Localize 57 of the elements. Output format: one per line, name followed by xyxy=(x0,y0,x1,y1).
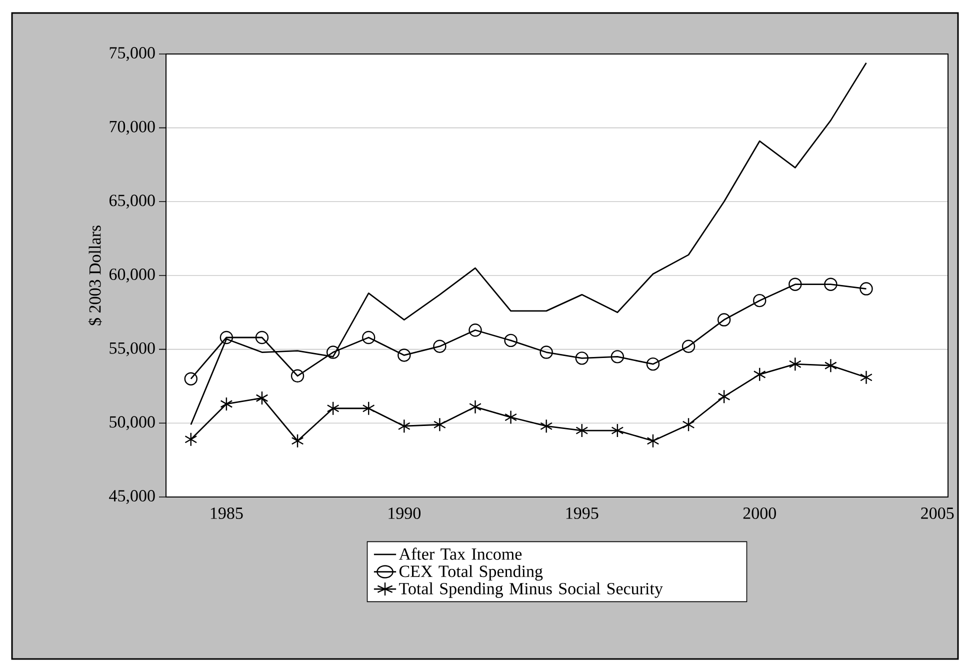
point xyxy=(398,419,410,434)
point xyxy=(184,372,198,386)
y-tick-label: 70,000 xyxy=(110,120,155,135)
point xyxy=(469,400,482,414)
legend-label: After Tax Income xyxy=(398,548,522,560)
x-tick-label: 1995 xyxy=(566,508,598,519)
point xyxy=(610,350,624,364)
point xyxy=(398,348,411,362)
point xyxy=(788,278,802,291)
point xyxy=(682,340,696,353)
point xyxy=(717,313,731,326)
point xyxy=(788,356,802,372)
point xyxy=(753,367,766,382)
point xyxy=(220,396,233,412)
legend-label: Total Spending Minus Social Security xyxy=(399,582,663,598)
x-tick-label: 1985 xyxy=(210,508,243,519)
point xyxy=(576,423,588,438)
point xyxy=(504,334,518,348)
point xyxy=(433,418,446,432)
point xyxy=(220,330,234,344)
point xyxy=(646,434,660,448)
point xyxy=(290,369,304,382)
x-tick-label: 1990 xyxy=(388,508,421,519)
point xyxy=(256,390,268,406)
legend-label: CEX Total Spending xyxy=(399,565,543,581)
line-series xyxy=(190,62,867,426)
point xyxy=(860,282,873,296)
y-tick-label: 75,000 xyxy=(110,47,155,61)
point xyxy=(184,432,198,446)
point xyxy=(326,346,340,359)
point xyxy=(362,401,375,416)
x-tick-label: 2000 xyxy=(743,508,776,519)
point xyxy=(646,357,660,371)
y-tick-label: 50,000 xyxy=(110,416,155,430)
point xyxy=(718,389,730,404)
y-tick-label: 65,000 xyxy=(109,194,155,209)
point xyxy=(575,352,588,365)
y-tick-label: 45,000 xyxy=(109,490,155,504)
point xyxy=(433,340,446,353)
point xyxy=(611,423,624,438)
point xyxy=(362,330,376,344)
point xyxy=(291,434,304,448)
point xyxy=(326,401,340,416)
point xyxy=(824,358,837,373)
point xyxy=(468,324,482,337)
point xyxy=(255,330,269,344)
y-axis-title: $ 2003 Dollars xyxy=(88,226,102,326)
point xyxy=(682,418,695,432)
point xyxy=(753,294,766,308)
y-tick-label: 60,000 xyxy=(109,268,155,282)
x-tick-label: 2005 xyxy=(921,508,954,519)
point xyxy=(860,370,872,384)
point xyxy=(824,278,838,291)
point xyxy=(540,419,553,434)
point xyxy=(504,410,518,424)
y-tick-label: 55,000 xyxy=(110,342,155,356)
point xyxy=(540,346,553,359)
